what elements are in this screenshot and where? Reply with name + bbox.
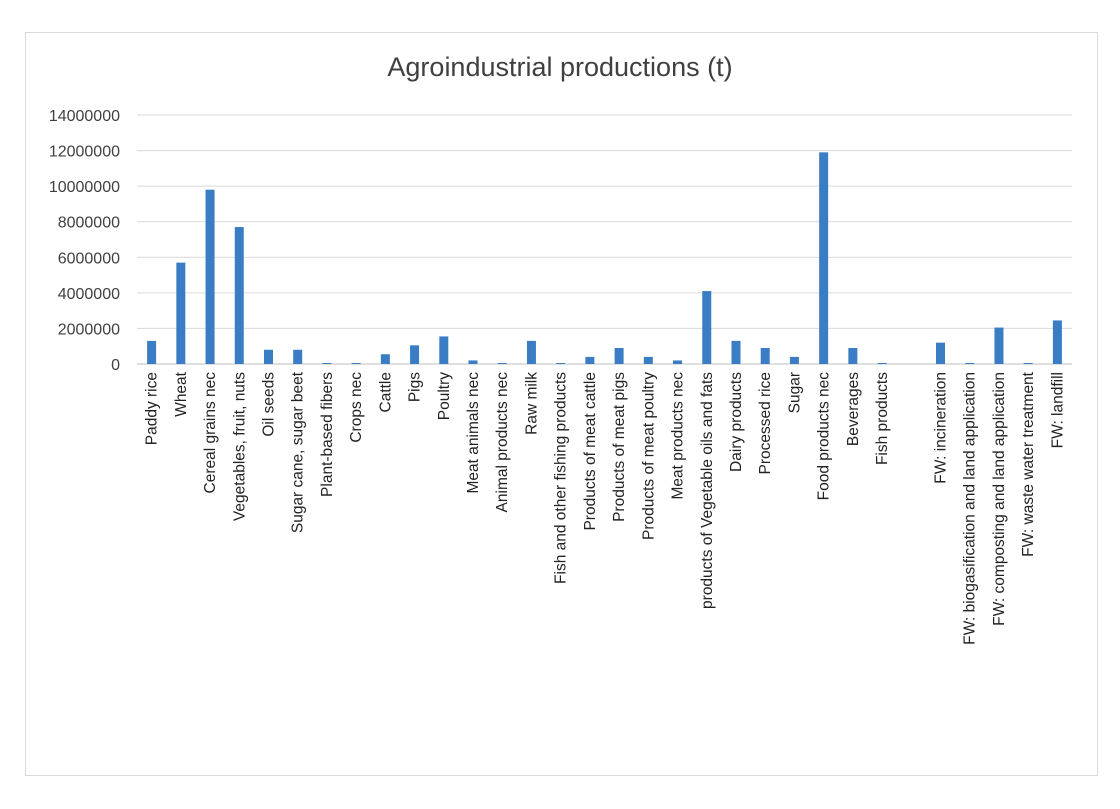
x-tick-label: Products of meat pigs — [611, 372, 628, 522]
bar — [497, 363, 507, 364]
bar — [1052, 320, 1062, 364]
bar — [351, 363, 361, 364]
bars — [147, 152, 1062, 364]
x-tick-label: Paddy rice — [144, 372, 161, 445]
y-axis: 0 2000000 4000000 6000000 8000000 10000000 120… — [49, 108, 120, 374]
bar — [994, 327, 1004, 364]
x-tick-label: Cattle — [377, 372, 394, 413]
x-tick-label: Vegetables, fruit, nuts — [231, 372, 248, 521]
bar — [614, 347, 624, 364]
y-tick-label: 0 — [111, 357, 120, 374]
x-tick-label: Meat animals nec — [465, 372, 482, 494]
bar — [176, 262, 186, 364]
y-tick-label: 2000000 — [58, 321, 120, 338]
x-tick-label: Beverages — [845, 372, 862, 446]
bar — [263, 349, 273, 364]
x-tick-label: products of Vegetable oils and fats — [699, 372, 716, 609]
bar — [848, 347, 858, 364]
x-tick-label: Plant-based fibers — [319, 372, 336, 497]
bar — [760, 347, 770, 364]
bar — [936, 342, 946, 364]
bar — [439, 336, 449, 364]
bar — [205, 189, 215, 364]
y-tick-label: 4000000 — [58, 286, 120, 303]
gridlines — [137, 114, 1072, 365]
bar — [556, 363, 566, 364]
bar — [468, 360, 478, 364]
bar — [322, 363, 332, 364]
y-tick-label: 8000000 — [58, 215, 120, 232]
bar — [673, 360, 683, 364]
bar — [293, 349, 303, 364]
x-tick-label: Products of meat poultry — [640, 372, 657, 540]
y-tick-label: 12000000 — [49, 144, 120, 161]
x-axis: Paddy rice Wheat Cereal grains nec Vegetabl… — [144, 371, 1067, 645]
chart-title: Agroindustrial productions (t) — [387, 52, 733, 82]
x-tick-label: Cereal grains nec — [202, 372, 219, 494]
bar — [965, 363, 975, 364]
chart-frame — [25, 32, 1098, 776]
bar — [877, 363, 887, 364]
bar — [585, 356, 595, 364]
bar — [1023, 363, 1033, 364]
x-tick-label: Poultry — [436, 372, 453, 420]
x-tick-label: Animal products nec — [494, 372, 511, 513]
x-tick-label: Fish products — [874, 372, 891, 465]
bar — [526, 340, 536, 364]
x-tick-label: Food products nec — [816, 372, 833, 501]
bar — [731, 340, 741, 364]
bar — [819, 152, 829, 364]
x-tick-label: Meat products nec — [670, 372, 687, 500]
bar — [147, 340, 157, 364]
y-tick-label: 6000000 — [58, 250, 120, 267]
x-tick-label: Oil seeds — [260, 372, 277, 437]
x-tick-label: Processed rice — [757, 372, 774, 475]
bar — [380, 354, 390, 364]
x-tick-label: Raw milk — [523, 372, 540, 435]
x-tick-label: Sugar — [786, 372, 803, 413]
x-tick-label: FW: composting and land application — [991, 372, 1008, 626]
x-tick-label: Crops nec — [348, 372, 365, 443]
y-tick-label: 14000000 — [49, 108, 120, 125]
bar — [234, 227, 244, 364]
x-tick-label: FW: waste water treatment — [1020, 371, 1037, 557]
x-tick-label: FW: incineration — [933, 372, 950, 484]
bar — [410, 345, 420, 364]
x-tick-label: Sugar cane, sugar beet — [290, 371, 307, 533]
x-tick-label: FW: biogasification and land application — [962, 372, 979, 645]
bar — [643, 356, 653, 364]
x-tick-label: Fish and other fishing products — [553, 372, 570, 584]
x-tick-label: Wheat — [173, 371, 190, 416]
x-tick-label: Dairy products — [728, 372, 745, 472]
x-tick-label: Products of meat cattle — [582, 372, 599, 531]
bar — [789, 356, 799, 364]
bar — [702, 291, 712, 364]
x-tick-label: Pigs — [407, 372, 424, 402]
y-tick-label: 10000000 — [49, 179, 120, 196]
x-tick-label: FW: landfill — [1049, 372, 1066, 448]
